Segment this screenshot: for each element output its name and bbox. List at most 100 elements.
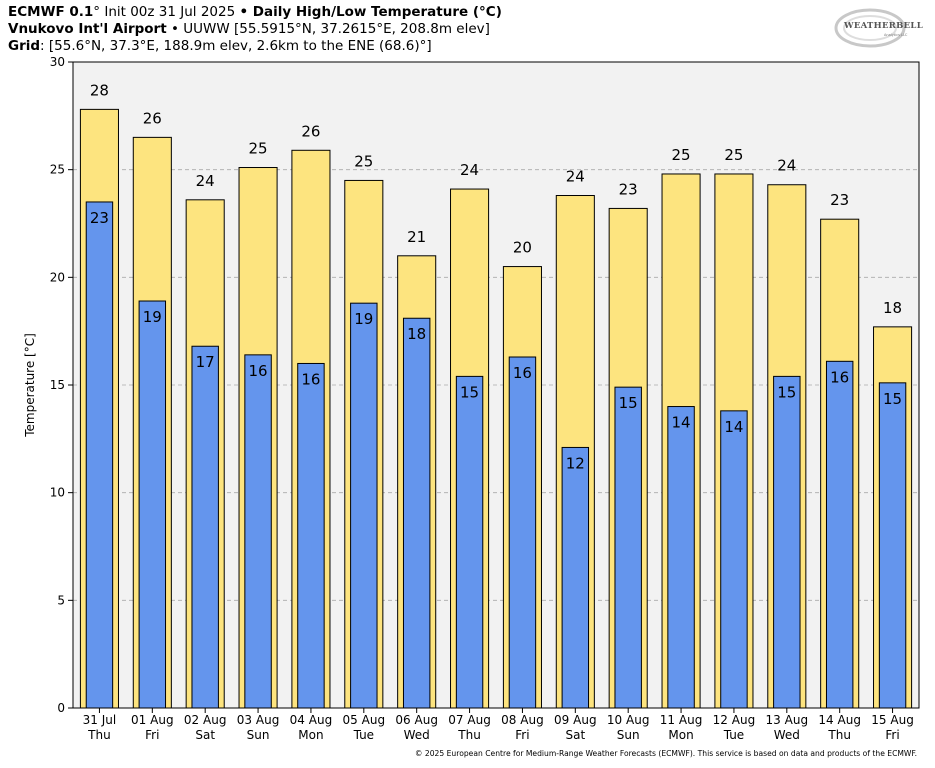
high-temp-label: 21 — [407, 228, 426, 246]
x-tick-weekday: Tue — [723, 728, 745, 742]
weatherbell-logo: WEATHERBELL Analytics LLC — [834, 6, 923, 50]
low-temp-bar — [350, 302, 378, 709]
low-temp-label: 16 — [301, 370, 320, 388]
high-temp-label: 26 — [301, 122, 320, 140]
low-temp-label: 16 — [513, 364, 532, 382]
x-tick-date: 08 Aug — [501, 713, 544, 727]
init-time: Init 00z 31 Jul 2025 — [100, 4, 240, 20]
x-tick-weekday: Tue — [353, 728, 375, 742]
low-temp-label: 14 — [672, 414, 691, 432]
logo-swirl-icon — [834, 8, 906, 48]
low-temp-label: 15 — [619, 394, 638, 412]
model-name: ECMWF 0.1 — [8, 4, 94, 20]
x-tick-weekday: Thu — [457, 728, 481, 742]
title-bullet: • — [239, 4, 249, 20]
logo-subtext: Analytics LLC — [884, 33, 908, 37]
high-temp-label: 26 — [143, 109, 162, 127]
low-temp-bar — [85, 201, 114, 709]
low-temp-label: 15 — [777, 383, 796, 401]
logo-text: WEATHERBELL — [844, 21, 923, 31]
x-tick-date: 13 Aug — [766, 713, 809, 727]
low-temp-label: 14 — [724, 418, 743, 436]
x-tick-weekday: Sat — [565, 728, 585, 742]
high-temp-label: 25 — [249, 140, 268, 158]
x-tick-date: 02 Aug — [184, 713, 227, 727]
low-temp-bar — [191, 345, 219, 709]
grid-line: Grid: [55.6°N, 37.3°E, 188.9m elev, 2.6k… — [8, 38, 502, 55]
x-tick-weekday: Sun — [617, 728, 640, 742]
low-temp-bar — [455, 375, 484, 709]
low-temp-label: 12 — [566, 454, 585, 472]
bars: 28 23 26 19 24 17 25 16 26 16 25 19 21 18 24 15 20 16 24 12… — [79, 81, 913, 709]
y-tick-label: 25 — [50, 163, 65, 177]
x-tick-date: 31 Jul — [83, 713, 117, 727]
low-temp-label: 23 — [90, 209, 109, 227]
low-temp-bar — [720, 410, 748, 709]
y-tick-label: 15 — [50, 378, 65, 392]
x-tick-date: 11 Aug — [660, 713, 703, 727]
x-tick-weekday: Fri — [885, 728, 899, 742]
low-temp-bar — [825, 360, 854, 709]
grid-info: : [55.6°N, 37.3°E, 188.9m elev, 2.6km to… — [40, 38, 432, 54]
low-temp-bar — [667, 406, 695, 709]
x-tick-weekday: Wed — [774, 728, 800, 742]
y-tick-label: 0 — [57, 701, 65, 715]
high-temp-label: 24 — [196, 172, 215, 190]
y-tick-label: 5 — [57, 593, 65, 607]
high-temp-label: 24 — [566, 168, 585, 186]
high-temp-label: 20 — [513, 239, 532, 257]
low-temp-bar — [297, 362, 325, 709]
high-temp-label: 24 — [460, 161, 479, 179]
y-tick-label: 30 — [50, 55, 65, 69]
x-tick-date: 10 Aug — [607, 713, 650, 727]
station-info: • UUWW [55.5915°N, 37.2615°E, 208.8m ele… — [166, 21, 490, 37]
high-temp-label: 23 — [619, 180, 638, 198]
x-tick-weekday: Fri — [145, 728, 159, 742]
low-temp-bar — [773, 375, 801, 709]
low-temp-bar — [244, 354, 272, 709]
high-temp-label: 23 — [830, 191, 849, 209]
station-name: Vnukovo Int'l Airport — [8, 21, 167, 37]
y-tick-label: 10 — [50, 486, 65, 500]
y-tick-label: 20 — [50, 270, 65, 284]
x-tick-date: 06 Aug — [395, 713, 438, 727]
high-temp-label: 25 — [354, 152, 373, 170]
grid-label: Grid — [8, 38, 41, 54]
x-tick-date: 15 Aug — [871, 713, 914, 727]
x-tick-weekday: Thu — [827, 728, 851, 742]
high-temp-label: 25 — [672, 146, 691, 164]
station-line: Vnukovo Int'l Airport • UUWW [55.5915°N,… — [8, 21, 502, 38]
x-tick-weekday: Wed — [404, 728, 430, 742]
x-tick-date: 09 Aug — [554, 713, 597, 727]
low-temp-label: 19 — [143, 308, 162, 326]
high-temp-label: 25 — [724, 146, 743, 164]
x-tick-date: 07 Aug — [448, 713, 491, 727]
x-tick-date: 01 Aug — [131, 713, 174, 727]
x-tick-date: 14 Aug — [818, 713, 861, 727]
x-tick-date: 12 Aug — [713, 713, 756, 727]
x-tick-weekday: Thu — [87, 728, 111, 742]
low-temp-bar — [878, 382, 907, 709]
x-tick-date: 05 Aug — [343, 713, 386, 727]
x-tick-weekday: Sun — [247, 728, 270, 742]
low-temp-bar — [508, 356, 537, 709]
x-tick-weekday: Mon — [298, 728, 323, 742]
low-temp-label: 17 — [196, 353, 215, 371]
title-line: ECMWF 0.1° Init 00z 31 Jul 2025 • Daily … — [8, 4, 502, 21]
high-temp-label: 28 — [90, 81, 109, 99]
x-tick-weekday: Sat — [195, 728, 215, 742]
x-tick-date: 04 Aug — [290, 713, 333, 727]
low-temp-label: 16 — [249, 362, 268, 380]
chart-title: Daily High/Low Temperature (°C) — [248, 4, 502, 20]
low-temp-label: 19 — [354, 310, 373, 328]
low-temp-label: 15 — [460, 383, 479, 401]
low-temp-label: 18 — [407, 325, 426, 343]
low-temp-bar — [402, 317, 431, 709]
low-temp-label: 15 — [883, 390, 902, 408]
x-tick-weekday: Fri — [515, 728, 529, 742]
high-temp-label: 24 — [777, 157, 796, 175]
low-temp-label: 16 — [830, 368, 849, 386]
x-tick-weekday: Mon — [668, 728, 693, 742]
y-axis-label: Temperature [°C] — [23, 333, 37, 438]
